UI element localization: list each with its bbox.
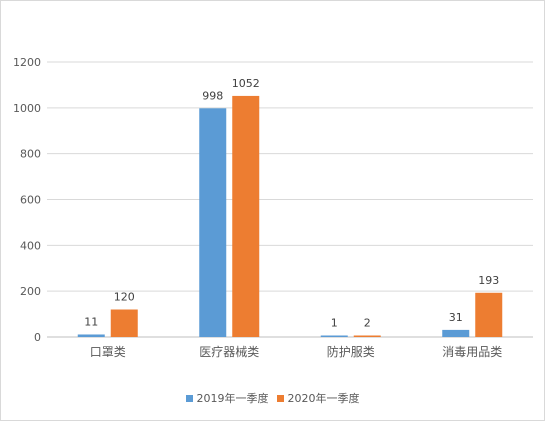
y-tick-label: 200 <box>20 285 41 298</box>
legend-label-series-1: 2020年一季度 <box>287 392 360 405</box>
y-tick-label: 400 <box>20 239 41 252</box>
data-label: 1 <box>331 317 338 330</box>
y-tick-label: 800 <box>20 148 41 161</box>
x-tick-label: 医疗器械类 <box>199 344 259 359</box>
data-label: 1052 <box>232 77 260 90</box>
data-label: 120 <box>114 291 135 304</box>
y-tick-label: 1000 <box>13 102 41 115</box>
data-label: 31 <box>449 311 463 324</box>
x-tick-label: 口罩类 <box>90 345 126 359</box>
bar-series-1 <box>232 95 260 338</box>
x-tick-label: 消毒用品类 <box>442 345 502 359</box>
legend-swatch-series-1 <box>276 394 284 402</box>
legend-item-series-0: 2019年一季度 <box>185 390 269 406</box>
bar-series-0 <box>77 334 105 337</box>
data-label: 193 <box>478 274 499 287</box>
legend-label-series-0: 2019年一季度 <box>196 392 269 405</box>
bar-series-1 <box>475 292 503 337</box>
data-label: 2 <box>364 317 371 330</box>
legend-swatch-series-0 <box>185 394 193 402</box>
chart-legend: 2019年一季度 2020年一季度 <box>1 390 544 406</box>
bar-series-1 <box>110 309 138 337</box>
bar-series-0 <box>320 335 348 337</box>
bar-chart: 0 200 400 600 800 1000 1200 11 120 口罩类 998 1052 医疗器械… <box>13 56 533 359</box>
data-label: 11 <box>84 315 98 328</box>
y-tick-label: 0 <box>34 331 41 344</box>
legend-item-series-1: 2020年一季度 <box>276 390 360 406</box>
y-tick-label: 600 <box>20 194 41 207</box>
x-tick-label: 防护服类 <box>327 344 375 359</box>
data-label: 998 <box>202 89 223 102</box>
bar-series-1 <box>353 335 381 337</box>
bar-series-0 <box>199 108 227 338</box>
bar-series-0 <box>442 329 470 337</box>
y-tick-label: 1200 <box>13 56 41 69</box>
